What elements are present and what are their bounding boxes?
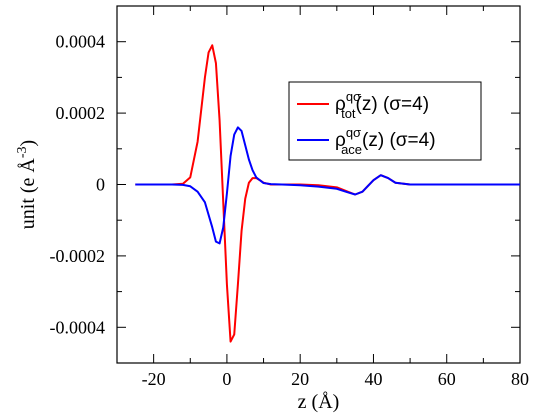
y-tick-label: 0.0004 — [56, 32, 106, 52]
y-axis-label: unit (e Å-3) — [15, 140, 39, 229]
x-tick-label: -20 — [142, 369, 166, 389]
legend-label-tot: ρqσ tot(z) (σ=4) — [335, 89, 429, 121]
legend-box — [288, 81, 482, 161]
x-tick-label: 20 — [291, 369, 309, 389]
y-axis-label-exponent: -3 — [15, 146, 30, 158]
y-axis-label-close: ) — [17, 140, 39, 147]
legend: ρqσ tot(z) (σ=4) ρqσ ace(z) (σ=4) — [288, 81, 482, 161]
plot-axes: -20 0 20 40 60 80 -0.0004 -0.0002 0 0.0002 0.0004 — [50, 5, 529, 389]
series-group — [135, 44, 520, 343]
y-tick-label: -0.0004 — [50, 317, 106, 337]
legend-label-ace: ρqσ ace(z) (σ=4) — [335, 125, 436, 157]
x-tick-label: 60 — [438, 369, 456, 389]
x-tick-label: 80 — [511, 369, 529, 389]
y-tick-label: 0.0002 — [56, 103, 106, 123]
x-axis-label: z (Å) — [298, 391, 340, 413]
series-line-ace — [135, 126, 520, 245]
y-axis-label-main: unit (e Å — [17, 158, 39, 230]
y-tick-label: -0.0002 — [50, 246, 106, 266]
x-tick-label: 0 — [222, 369, 231, 389]
y-tick-label: 0 — [96, 175, 105, 195]
x-tick-label: 40 — [364, 369, 382, 389]
